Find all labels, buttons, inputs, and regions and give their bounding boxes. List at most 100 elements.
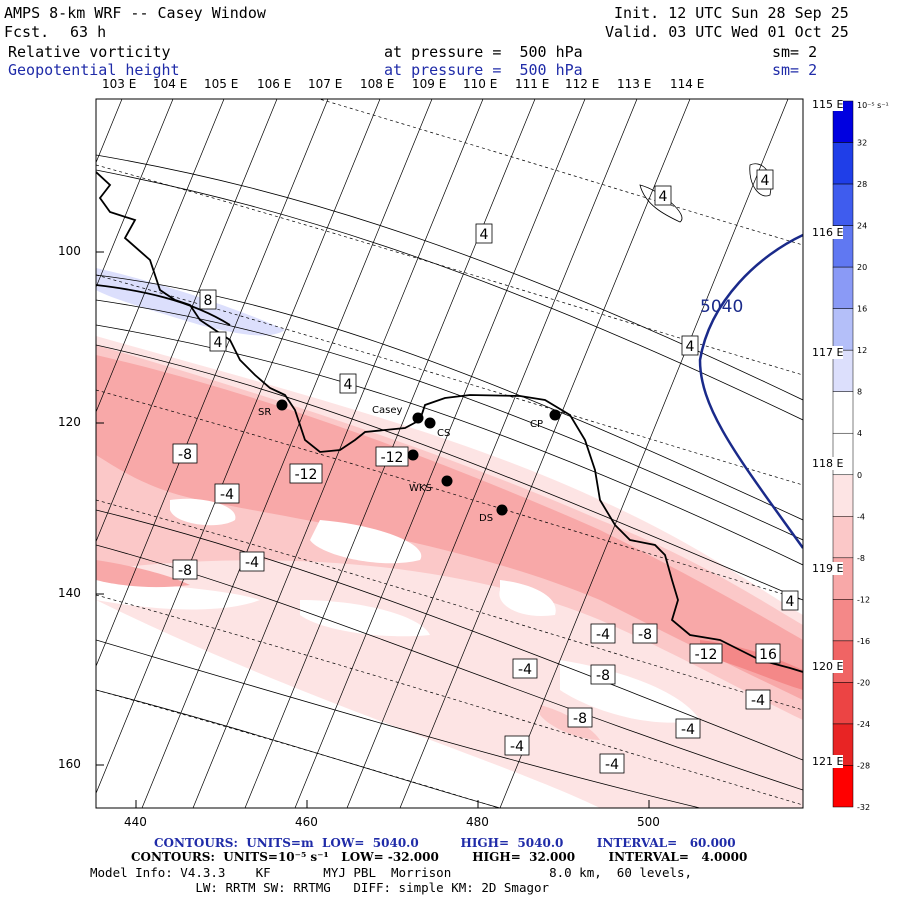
vorticity-label: -8 <box>178 563 192 579</box>
vorticity-label: 4 <box>659 189 668 205</box>
vorticity-label-box <box>172 443 198 464</box>
vorticity-label: -4 <box>596 627 610 643</box>
meridian-line <box>346 99 638 808</box>
colorbar-swatch <box>832 474 854 517</box>
vorticity-label-box <box>239 551 265 572</box>
latitude-line <box>96 499 803 711</box>
meridian-line <box>294 99 586 808</box>
forecast-hour: 63 h <box>70 23 107 41</box>
footer-model-info: Model Info: V4.3.3 KF MYJ PBL Morrison 8… <box>90 865 693 880</box>
vorticity-label: 4 <box>344 377 353 393</box>
colorbar-label: -8 <box>857 554 865 563</box>
station-label: SR <box>258 407 271 418</box>
lat-label: 115 E <box>812 98 844 111</box>
vorticity-band-neg16 <box>700 640 803 690</box>
vorticity-label: -4 <box>220 487 234 503</box>
vorticity-label-box <box>781 590 799 611</box>
colorbar-label: -24 <box>857 720 870 729</box>
colorbar-swatch <box>832 765 854 808</box>
meridian-line <box>96 99 278 543</box>
vorticity-label-box <box>339 373 357 394</box>
latitude-line <box>96 389 803 601</box>
vorticity-label-box <box>599 753 625 774</box>
colorbar-label: 24 <box>857 222 867 231</box>
vorticity-label: -4 <box>751 693 765 709</box>
x-tick-500: 500 <box>637 815 660 829</box>
white-hole-5 <box>499 580 556 616</box>
height-contour-label: 5040 <box>700 297 743 317</box>
y-tick-120: 120 <box>58 415 81 429</box>
colorbar-swatch <box>832 142 854 185</box>
station-dot <box>407 449 419 461</box>
colorbar-label: 28 <box>857 180 867 189</box>
field2-name: Geopotential height <box>8 61 180 79</box>
lon-label: 106 E <box>257 77 292 91</box>
station-dot <box>441 475 453 487</box>
colorbar-swatch <box>832 599 854 642</box>
station-dot <box>549 409 561 421</box>
lon-label: 105 E <box>204 77 239 91</box>
station-label: CP <box>530 419 543 430</box>
colorbar-label: -4 <box>857 512 865 521</box>
vorticity-label-box <box>689 643 723 664</box>
vorticity-label-box <box>512 658 538 679</box>
x-tick-480: 480 <box>466 815 489 829</box>
colorbar-label: 8 <box>857 388 862 397</box>
lon-label: 109 E <box>412 77 447 91</box>
latitude-line <box>318 99 803 246</box>
lon-label: 108 E <box>360 77 395 91</box>
vorticity-label: -8 <box>638 627 652 643</box>
station-dot <box>424 417 436 429</box>
lon-label: 113 E <box>617 77 652 91</box>
colorbar-swatch <box>832 183 854 226</box>
height-contour-5040 <box>698 233 803 549</box>
colorbar-swatch <box>832 391 854 434</box>
colorbar-label: -16 <box>857 637 870 646</box>
lat-label: 117 E <box>812 346 844 359</box>
colorbar-label: 16 <box>857 305 867 314</box>
vorticity-label: -12 <box>695 647 718 663</box>
lat-label: 119 E <box>812 562 844 575</box>
lat-label: 118 E <box>812 457 844 470</box>
vorticity-label: -8 <box>178 447 192 463</box>
colorbar-label: -32 <box>857 803 870 812</box>
vorticity-label-box <box>654 185 672 206</box>
vorticity-label: -4 <box>245 555 259 571</box>
vorticity-label-box <box>590 623 616 644</box>
vorticity-label-box <box>375 446 409 467</box>
white-hole-3 <box>96 580 260 610</box>
vorticity-label-box <box>475 223 493 244</box>
meridian-line <box>96 99 225 413</box>
lon-label: 104 E <box>153 77 188 91</box>
vorticity-label: 4 <box>480 227 489 243</box>
lon-label: 111 E <box>515 77 550 91</box>
vorticity-label: -4 <box>681 722 695 738</box>
vorticity-label-box <box>214 483 240 504</box>
lon-label: 103 E <box>102 77 137 91</box>
vorticity-label-box <box>681 335 699 356</box>
lat-label: 116 E <box>812 226 844 239</box>
lon-label: 114 E <box>670 77 705 91</box>
station-label: WKS <box>409 483 432 494</box>
vorticity-label: 4 <box>686 339 695 355</box>
x-tick-460: 460 <box>295 815 318 829</box>
footer-vorticity-contours: CONTOURS: UNITS=10⁻⁵ s⁻¹ LOW= -32.000 HI… <box>131 850 748 864</box>
colorbar-label: 0 <box>857 471 862 480</box>
forecast-label: Fcst. <box>4 23 50 41</box>
vorticity-label-box <box>590 664 616 685</box>
white-hole-4 <box>300 600 430 637</box>
latitude-line <box>96 164 803 376</box>
y-tick-160: 160 <box>58 757 81 771</box>
colorbar-label: 32 <box>857 139 867 148</box>
colorbar-label: -20 <box>857 678 870 687</box>
field1-level: at pressure = 500 hPa <box>384 43 583 61</box>
field1-smoothing: sm= 2 <box>772 43 818 61</box>
vorticity-label-box <box>172 559 198 580</box>
y-tick-100: 100 <box>58 244 81 258</box>
vorticity-label: -8 <box>573 711 587 727</box>
vorticity-label: 4 <box>761 173 770 189</box>
vorticity-label-box <box>745 689 771 710</box>
footer-physics-info: LW: RRTM SW: RRTMG DIFF: simple KM: 2D S… <box>90 880 550 895</box>
station-dot <box>496 504 508 516</box>
